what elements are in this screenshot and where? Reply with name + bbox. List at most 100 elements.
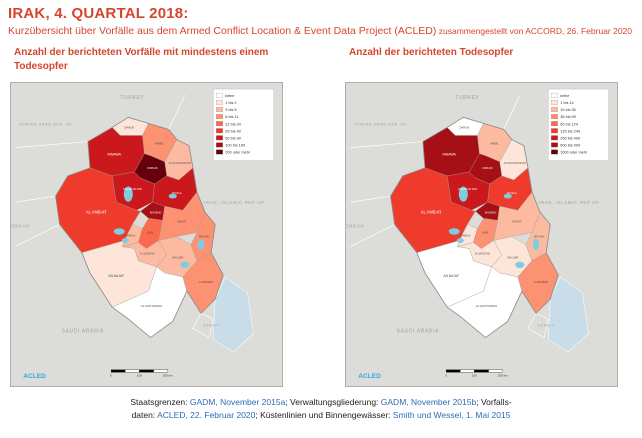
legend-swatch <box>551 128 558 134</box>
report-subtitle-row: Kurzübersicht über Vorfälle aus dem Arme… <box>8 25 634 37</box>
report-title: IRAK, 4. QUARTAL 2018: <box>8 5 189 22</box>
province-label-diyala: DIYALA <box>507 191 517 195</box>
legend-swatch <box>216 142 223 148</box>
lake <box>448 228 460 235</box>
province-label-sulaymaniyah: AS SULAYMANIYAH <box>169 162 192 165</box>
province-label-ninawa: NINAWA <box>442 153 456 157</box>
neighbor-label-saudi: SAUDI ARABIA <box>397 328 439 334</box>
map-incidents-svg: DAHUK NINAWA ARBIL AS SULAYMANIYAH KIRKUK SAL… <box>11 83 278 386</box>
legend-label: 12 bis 24 <box>225 122 241 126</box>
source-note: Staatsgrenzen: GADM, November 2015a; Ver… <box>0 396 642 422</box>
province-label-baghdad: BAGHDAD <box>485 211 497 214</box>
scale-label: 0 <box>445 373 447 377</box>
country-border-line <box>350 224 395 247</box>
source-note-line: daten: ACLED, 22. Februar 2020; Küstenli… <box>0 409 642 422</box>
neighbor-label-iran: IRAN, ISLAMIC REP OF <box>204 200 265 205</box>
lake <box>168 193 177 199</box>
report-page: IRAK, 4. QUARTAL 2018: Kurzübersicht übe… <box>0 0 642 422</box>
legend-label: keine <box>560 94 569 98</box>
footer-text: ; Küstenlinien und Binnengewässer: <box>255 409 393 420</box>
legend-swatch <box>216 114 223 119</box>
legend-label: keine <box>225 94 234 98</box>
province-label-qadisiyah: AL QADISIYAH <box>475 253 491 256</box>
lake <box>458 186 468 202</box>
province-label-dahuk: DAHUK <box>124 125 134 129</box>
neighbor-label-kuwait: KUWAIT <box>538 323 554 327</box>
legend-label: 125 bis 249 <box>560 129 580 133</box>
country-border-line <box>15 224 60 247</box>
legend-label: 3 bis 5 <box>225 108 236 112</box>
footer-link[interactable]: GADM, November 2015a <box>189 397 286 407</box>
country-border-line <box>350 195 391 203</box>
province-label-maysan: MAYSAN <box>199 236 210 239</box>
province-label-basrah: AL BASRAH <box>199 281 213 284</box>
lake <box>456 238 464 243</box>
province-label-kirkuk: KIRKUK <box>482 166 493 170</box>
neighbor-label-syria: SYRIAN ARAB REP. OF <box>19 122 72 126</box>
province-label-anbar: AL ANBAR <box>421 209 442 214</box>
province-label-kirkuk: KIRKUK <box>147 166 158 170</box>
legend-label: 100 bis 199 <box>225 144 245 148</box>
legend-swatch <box>551 107 558 112</box>
scale-bar-segment <box>125 369 140 373</box>
legend-swatch <box>551 114 558 119</box>
legend-swatch <box>216 135 223 141</box>
legend-label: 250 bis 499 <box>560 136 580 140</box>
province-label-dhi_qar: DHI QAR <box>507 256 518 260</box>
maps-row: Anzahl der berichteten Vorfälle mit mind… <box>0 46 642 387</box>
province-label-karbala: KARBALA <box>125 235 136 238</box>
province-label-diyala: DIYALA <box>172 191 182 195</box>
province-label-wasit: WASIT <box>512 219 521 223</box>
report-attribution: zusammengestellt von ACCORD, 26. Februar… <box>438 26 632 36</box>
province-label-sulaymaniyah: AS SULAYMANIYAH <box>504 162 527 165</box>
footer-link[interactable]: GADM, November 2015b <box>380 397 477 407</box>
map-legend <box>212 88 274 161</box>
province-label-salah_ad_din: SALAH AD DIN <box>458 187 477 191</box>
legend-swatch <box>216 107 223 112</box>
map-fatalities-svg: DAHUK NINAWA ARBIL AS SULAYMANIYAH KIRKUK SAL… <box>346 83 613 386</box>
province-label-babil: BABIL <box>147 231 154 234</box>
country-kuwait <box>192 312 214 338</box>
lake <box>532 239 540 251</box>
legend-label: 60 bis 124 <box>560 122 579 126</box>
legend-swatch <box>216 92 223 98</box>
map-fatalities: DAHUK NINAWA ARBIL AS SULAYMANIYAH KIRKUK SAL… <box>345 82 618 387</box>
map-heading-incidents: Anzahl der berichteten Vorfälle mit mind… <box>14 47 269 72</box>
province-label-dahuk: DAHUK <box>459 125 469 129</box>
report-header: IRAK, 4. QUARTAL 2018: Kurzübersicht übe… <box>0 0 642 37</box>
province-label-salah_ad_din: SALAH AD DIN <box>123 187 142 191</box>
scale-label: 100 <box>137 373 142 377</box>
province-label-karbala: KARBALA <box>460 235 471 238</box>
legend-label: 6 bis 11 <box>225 115 238 119</box>
neighbor-label-jordan: JORDAN <box>346 223 364 228</box>
neighbor-label-jordan: JORDAN <box>11 223 29 228</box>
neighbor-label-syria: SYRIAN ARAB REP. OF <box>354 122 407 126</box>
legend-label: 25 bis 49 <box>225 129 241 133</box>
scale-label: 100 <box>472 373 477 377</box>
legend-label: 36 bis 59 <box>560 115 576 119</box>
country-border-line <box>15 141 88 148</box>
lake <box>515 261 525 269</box>
neighbor-label-turkey: TURKEY <box>120 95 144 101</box>
source-note-line: Staatsgrenzen: GADM, November 2015a; Ver… <box>0 396 642 409</box>
scale-bar-segment <box>488 369 503 373</box>
report-subtitle: Kurzübersicht über Vorfälle aus dem Arme… <box>8 25 437 37</box>
legend-label: 15 bis 35 <box>560 108 576 112</box>
country-kuwait <box>527 312 549 338</box>
footer-link[interactable]: Smith und Wessel, 1. Mai 2015 <box>392 409 511 420</box>
neighbor-label-kuwait: KUWAIT <box>203 323 219 327</box>
scale-label: 200 km <box>163 373 173 377</box>
map-heading-fatalities: Anzahl der berichteten Todesopfer <box>349 47 514 58</box>
acled-watermark: ACLED <box>358 373 381 380</box>
footer-link[interactable]: ACLED, 22. Februar 2020 <box>157 409 256 420</box>
lake <box>123 186 133 202</box>
scale-label: 200 km <box>498 373 508 377</box>
country-border-line <box>168 94 186 130</box>
lake <box>503 193 512 199</box>
legend-swatch <box>551 135 558 141</box>
legend-label: 1 bis 14 <box>560 101 574 105</box>
scale-bar-segment <box>153 369 168 373</box>
neighbor-label-iran: IRAN, ISLAMIC REP OF <box>539 200 600 205</box>
province-label-dhi_qar: DHI QAR <box>172 256 183 260</box>
scale-bar-segment <box>445 369 461 373</box>
